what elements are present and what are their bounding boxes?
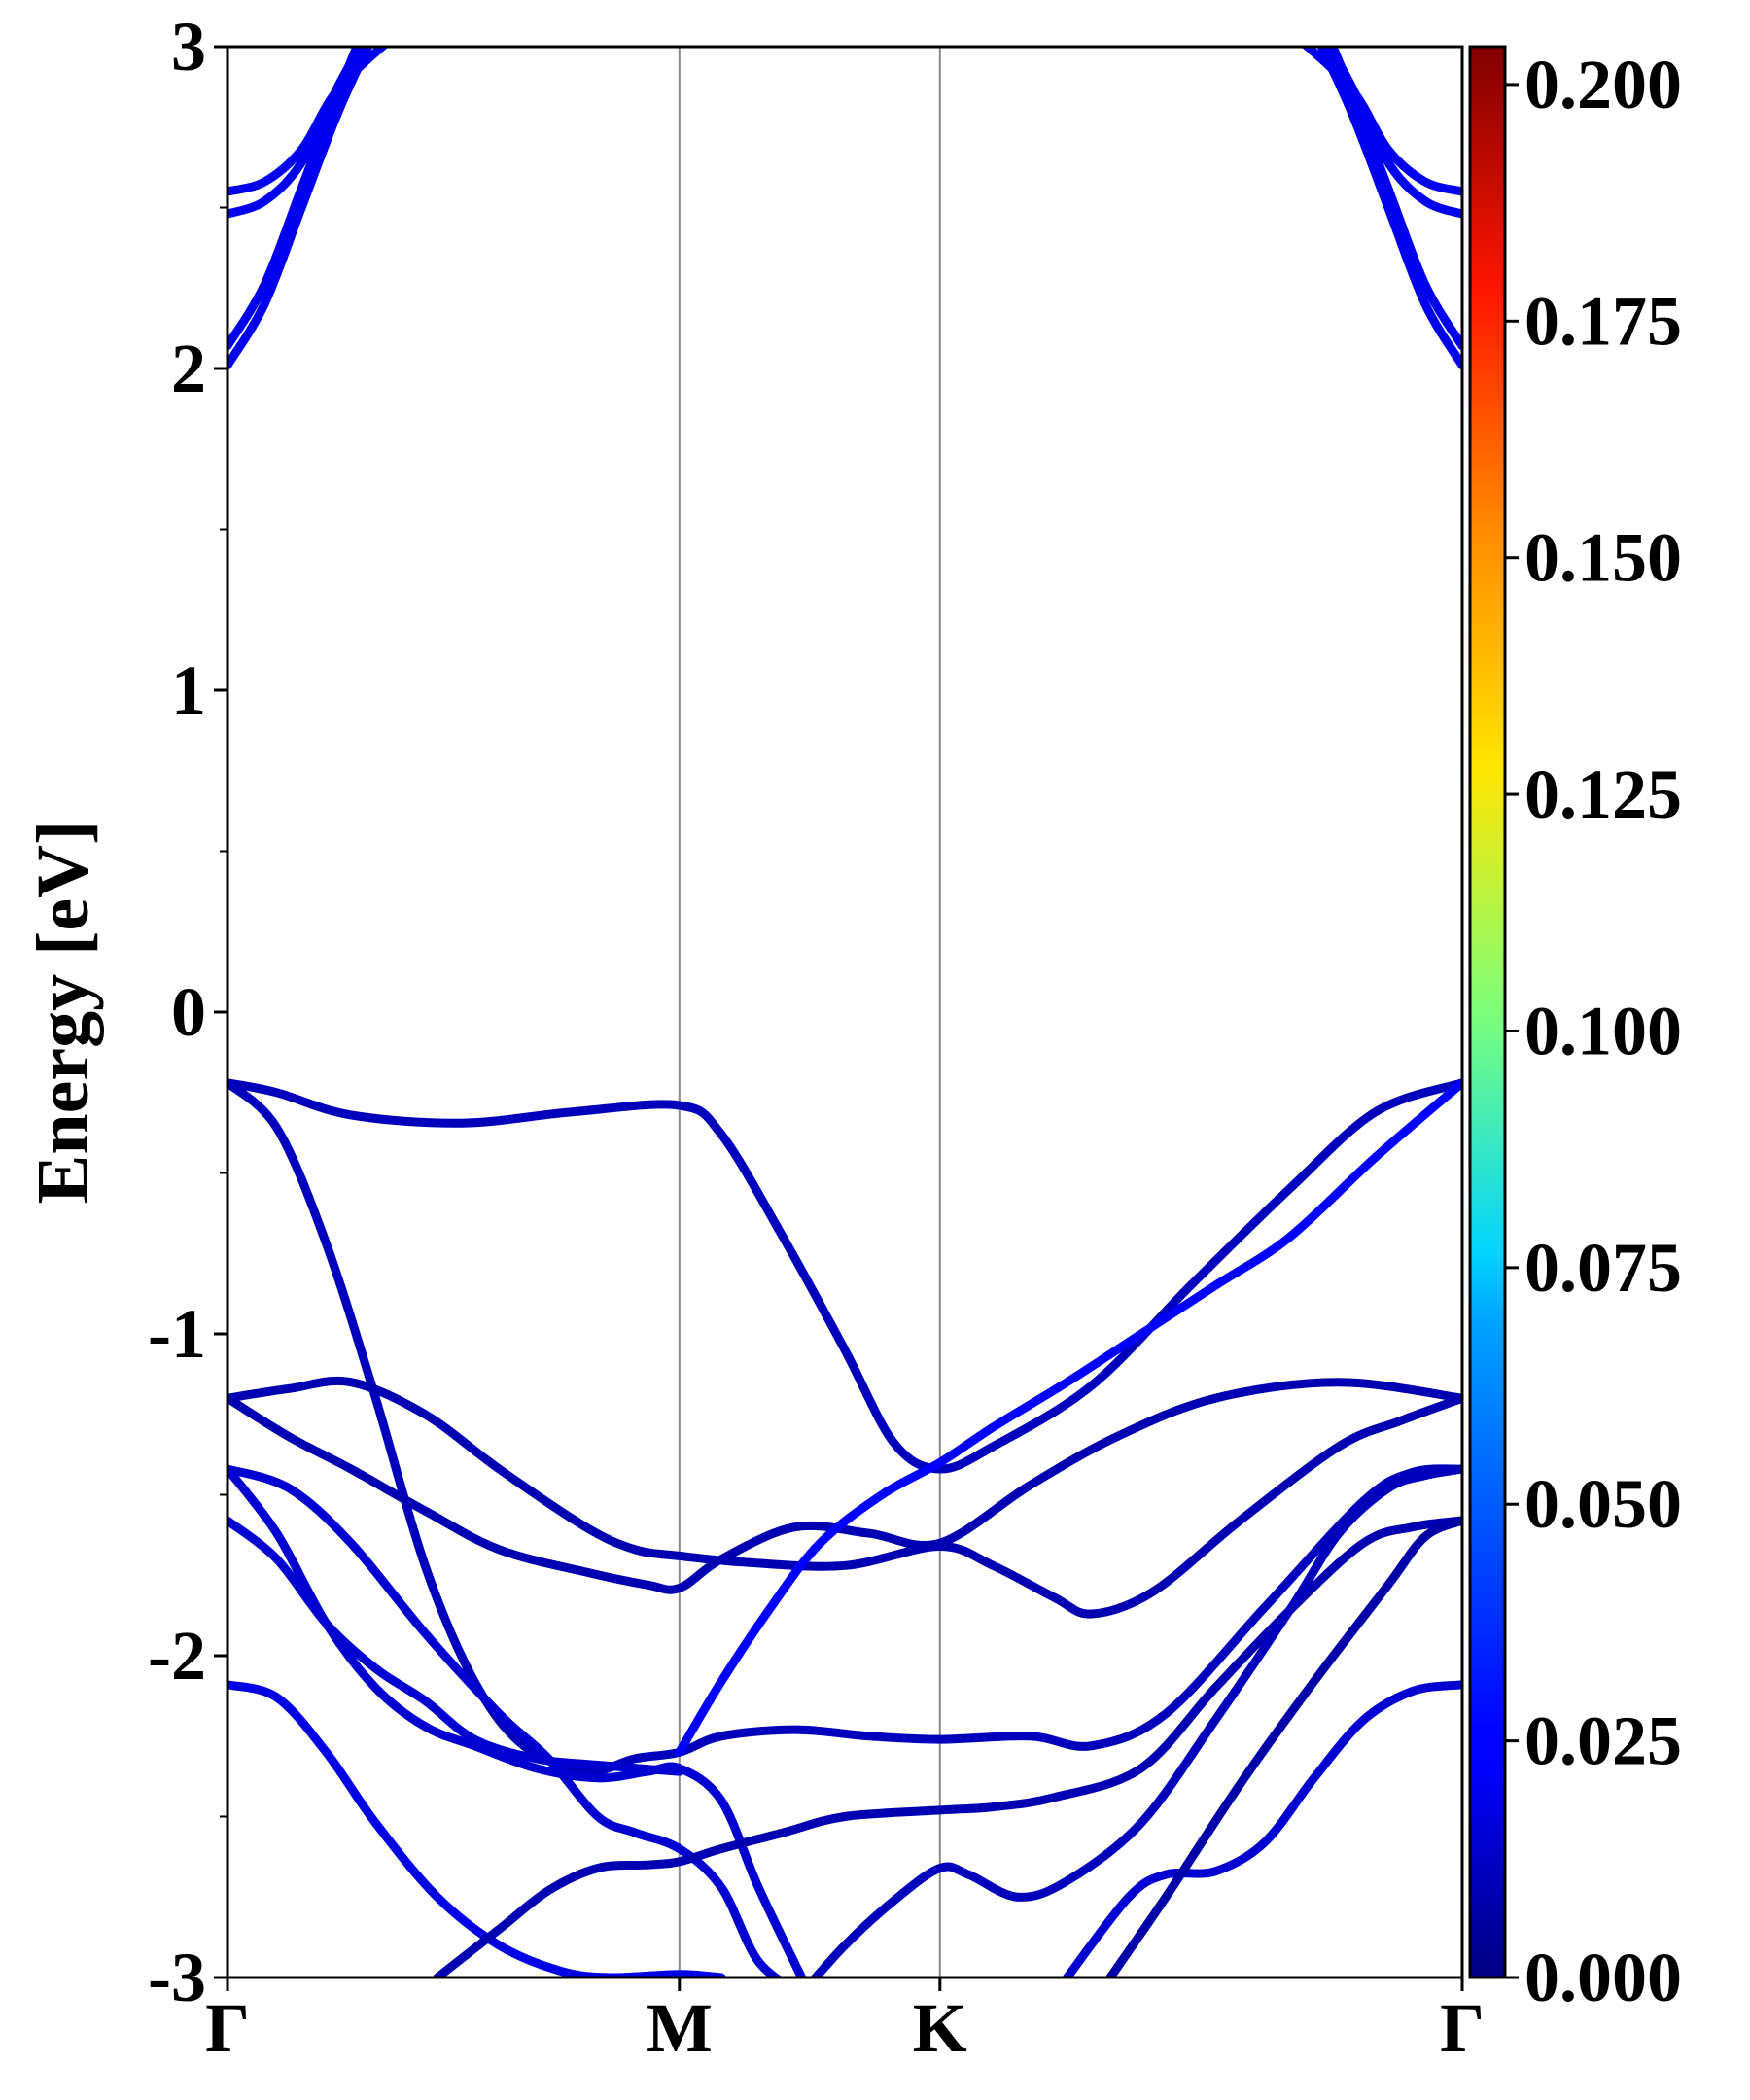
band-cb-8 [1301, 47, 1462, 196]
colorbar-tick-label: 0.050 [1524, 1465, 1682, 1543]
y-tick-label: -1 [148, 1295, 206, 1373]
y-tick-label: -2 [148, 1617, 206, 1695]
band-vb-8 [228, 1516, 684, 1776]
y-tick-label: -3 [148, 1939, 206, 2016]
band-cb-3 [228, 47, 366, 219]
band-cb-4 [228, 47, 389, 196]
band-vb-9 [228, 1680, 726, 1978]
colorbar-tick-label: 0.075 [1524, 1229, 1682, 1307]
band-vb-3 [228, 1376, 1462, 1619]
kpoint-label: Γ [205, 1989, 250, 2067]
y-tick-label: 1 [171, 651, 206, 729]
high-symmetry-lines [678, 47, 941, 1978]
colorbar [1468, 45, 1507, 1979]
band-vb-12 [1063, 1680, 1462, 1978]
colorbar-tick-label: 0.125 [1524, 755, 1682, 833]
colorbar-tick-label: 0.150 [1524, 519, 1682, 597]
band-vb-4 [228, 1378, 1462, 1594]
colorbar-tick-label: 0.025 [1524, 1702, 1682, 1780]
kpoint-label: K [913, 1989, 967, 2067]
band-vb-1 [228, 1078, 1462, 1474]
kpoint-label: M [647, 1989, 713, 2067]
band-cb-7 [1324, 47, 1462, 219]
colorbar-tick-label: 0.000 [1524, 1939, 1682, 2016]
colorbar-tick-label: 0.200 [1524, 46, 1682, 123]
colorbar-axis: 0.000 0.025 0.050 0.075 0.100 0.125 0.150 0.175… [1505, 46, 1682, 2016]
y-tick-label: 0 [171, 973, 206, 1051]
y-tick-label: 2 [171, 330, 206, 407]
band-vb-13 [1105, 1516, 1462, 1978]
y-axis-title: Energy [eV] [22, 821, 104, 1205]
band-vb-2 [228, 1078, 1462, 1776]
band-cb-5 [1316, 47, 1462, 370]
colorbar-tick-label: 0.175 [1524, 282, 1682, 360]
band-vb-11 [809, 1464, 1462, 1978]
band-lines [228, 47, 1462, 1978]
band-vb-5 [675, 1078, 1462, 1757]
colorbar-tick-label: 0.100 [1524, 992, 1682, 1069]
y-axis: -3 -2 -1 0 1 2 3 [148, 8, 228, 2016]
band-vb-10 [433, 1516, 1462, 1978]
kpoint-label: Γ [1440, 1989, 1485, 2067]
y-tick-label: 3 [171, 8, 206, 86]
band-cb-1 [228, 47, 373, 370]
